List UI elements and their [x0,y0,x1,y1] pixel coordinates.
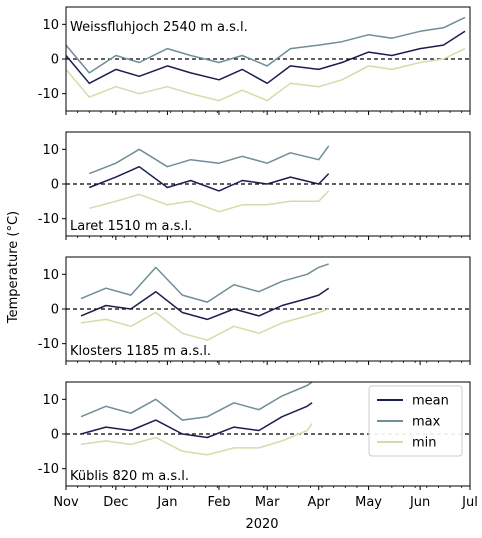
y-tick-label: 0 [51,303,59,318]
y-tick-label: 10 [42,143,59,158]
series-line-max [80,381,313,421]
series-line-min [80,308,329,341]
x-tick-label: Feb [207,495,230,510]
x-tick-label: Jul [461,495,478,510]
series-line-mean [65,30,466,85]
x-tick-label: Apr [307,495,330,510]
y-tick-label: 10 [42,393,59,408]
y-axis-label: Temperature (°C) [6,211,21,324]
y-tick-label: 10 [42,268,59,283]
x-tick-label: Jan [156,495,177,510]
y-tick-label: -10 [38,462,59,477]
x-tick-label: Dec [103,495,128,510]
series-line-mean [80,402,313,439]
x-tick-label: May [355,495,382,510]
series-line-min [89,190,330,213]
series-line-mean [80,287,330,321]
y-tick-label: 10 [42,18,59,33]
y-tick-label: -10 [38,87,59,102]
y-tick-label: 0 [51,178,59,193]
station-label: Laret 1510 m a.s.l. [70,219,192,234]
x-tick-label: Jun [409,495,430,510]
series-line-min [80,423,313,456]
series-line-max [65,16,466,74]
station-label: Küblis 820 m a.s.l. [70,469,189,484]
y-tick-label: -10 [38,212,59,227]
y-tick-label: 0 [51,53,59,68]
legend-label-mean: mean [412,394,449,409]
x-tick-label: Mar [255,495,280,510]
station-label: Klosters 1185 m a.s.l. [70,344,211,359]
y-tick-label: -10 [38,337,59,352]
series-line-min [65,47,466,102]
series-line-max [80,263,329,303]
legend-label-max: max [412,415,441,430]
series-line-max [89,145,330,175]
x-tick-label: Nov [53,495,79,510]
legend-label-min: min [412,436,437,451]
station-label: Weissfluhjoch 2540 m a.s.l. [70,20,248,35]
legend-box [368,385,463,457]
y-tick-label: 0 [51,428,59,443]
series-line-mean [89,165,330,192]
x-axis-label: 2020 [245,517,278,532]
